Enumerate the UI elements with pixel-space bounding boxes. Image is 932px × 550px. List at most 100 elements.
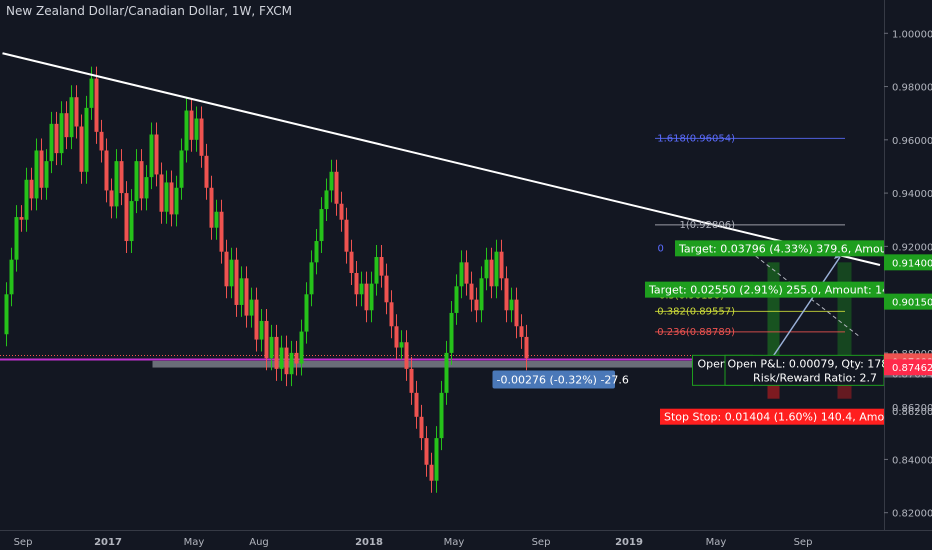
- candle-body: [339, 203, 344, 220]
- candle-body: [319, 209, 324, 242]
- open-pl-text: Open P&L: 0.00079, Qty: 1780: [728, 357, 896, 370]
- candle-body: [494, 251, 499, 287]
- candle-body: [39, 150, 44, 188]
- target2-label-bg: [645, 281, 884, 298]
- candle-body: [509, 299, 514, 311]
- fib-partial-label: 0: [658, 243, 664, 254]
- x-tick-label: Sep: [14, 537, 33, 548]
- candle-body: [9, 259, 14, 295]
- candle-body: [149, 134, 154, 178]
- candle-body: [109, 190, 114, 207]
- candle-body: [479, 278, 484, 311]
- candle-body: [264, 320, 269, 359]
- candle-body: [414, 392, 419, 417]
- price-tag-bg: [884, 254, 932, 271]
- price-tag-label: 0.91400: [892, 258, 932, 269]
- candle-body: [124, 193, 129, 242]
- stop-label-bg: [660, 408, 884, 425]
- candle-body: [299, 331, 304, 364]
- candle-body: [274, 336, 279, 369]
- x-tick-label: Sep: [794, 537, 813, 548]
- trendline: [2, 52, 881, 266]
- candle-body: [374, 257, 379, 284]
- candle-body: [184, 110, 189, 151]
- candle-body: [209, 187, 214, 228]
- candle-body: [49, 123, 54, 162]
- price-tag-bg: [884, 293, 932, 310]
- candle-body: [424, 438, 429, 465]
- candle-body: [224, 251, 229, 287]
- price-tags: 0.914000.901500.876830.876000.876040.874…: [884, 254, 932, 418]
- x-tick-label: Aug: [249, 537, 269, 548]
- candle-body: [524, 336, 529, 359]
- stop-label-text: Stop: 0.01404 (1.60%) 140.4, Amount: 251…: [693, 411, 932, 424]
- candle-body: [239, 278, 244, 305]
- candle-body: [294, 352, 299, 364]
- y-axis-panel: [884, 0, 932, 550]
- candle-body: [454, 286, 459, 313]
- candle-body: [279, 347, 284, 369]
- price-tag-bg: [884, 359, 932, 376]
- candle-body: [179, 150, 184, 188]
- y-axis[interactable]: 1.000000.980000.960000.940000.920000.900…: [884, 0, 932, 550]
- candle-body: [329, 171, 334, 191]
- candles: [4, 66, 529, 493]
- candle-body: [144, 177, 149, 199]
- candle-body: [379, 257, 384, 276]
- price-tag-label: 0.86200: [892, 407, 932, 418]
- candle-body: [59, 113, 64, 154]
- candle-body: [434, 438, 439, 481]
- chart-title: New Zealand Dollar/Canadian Dollar, 1W, …: [6, 4, 292, 18]
- x-tick-label: 2018: [355, 537, 383, 548]
- candle-body: [54, 123, 59, 154]
- candle-body: [384, 275, 389, 303]
- candle-body: [79, 126, 84, 172]
- candle-body: [69, 97, 74, 138]
- candle-body: [29, 179, 34, 199]
- candle-body: [119, 161, 124, 194]
- candle-body: [24, 179, 29, 220]
- candle-body: [174, 187, 179, 215]
- y-tick-label: 0.82000: [892, 509, 932, 520]
- candle-body: [204, 155, 209, 188]
- candle-body: [289, 352, 294, 375]
- candle-body: [444, 352, 449, 393]
- candle-body: [324, 190, 329, 210]
- candle-body: [459, 262, 464, 287]
- drawings[interactable]: [2, 52, 881, 362]
- x-tick-label: May: [706, 537, 727, 548]
- candle-body: [159, 174, 164, 212]
- y-tick-label: 0.96000: [892, 136, 932, 147]
- candle-body: [469, 283, 474, 300]
- candle-body: [314, 241, 319, 263]
- price-tag-label: 0.90150: [892, 298, 932, 309]
- x-axis[interactable]: Sep 2017 May Aug 2018 May Sep 2019 May Sep: [0, 530, 932, 549]
- x-tick-label: May: [444, 537, 465, 548]
- candle-body: [504, 278, 509, 311]
- candle-body: [84, 107, 89, 172]
- fib-level-label: 0.236(0.88789): [657, 327, 735, 338]
- projection-arrow: [769, 256, 841, 362]
- candle-body: [399, 342, 404, 348]
- y-tick-label: 0.98000: [892, 83, 932, 94]
- candle-body: [214, 211, 219, 228]
- candle-body: [284, 347, 289, 375]
- candle-body: [114, 161, 119, 207]
- measure-label-bg: [492, 370, 615, 389]
- candle-body: [4, 294, 9, 335]
- fib-level-label: 1.618(0.96054): [657, 133, 735, 144]
- candle-body: [464, 262, 469, 284]
- candle-body: [14, 217, 19, 260]
- candle-body: [254, 299, 259, 340]
- target2-label-text: Target: 0.02550 (2.91%) 255.0, Amount: 1…: [648, 284, 910, 297]
- candle-body: [429, 464, 434, 481]
- candle-body: [199, 118, 204, 156]
- y-tick-label: 1.00000: [892, 29, 932, 40]
- measure-label-text: -0.00276 (-0.32%) -27.6: [497, 374, 629, 387]
- target-label-bg: [675, 240, 884, 257]
- x-tick-label: May: [184, 537, 205, 548]
- support-zone: [152, 360, 698, 368]
- candle-body: [34, 150, 39, 199]
- stop-prefix-text: Stop: [664, 411, 689, 424]
